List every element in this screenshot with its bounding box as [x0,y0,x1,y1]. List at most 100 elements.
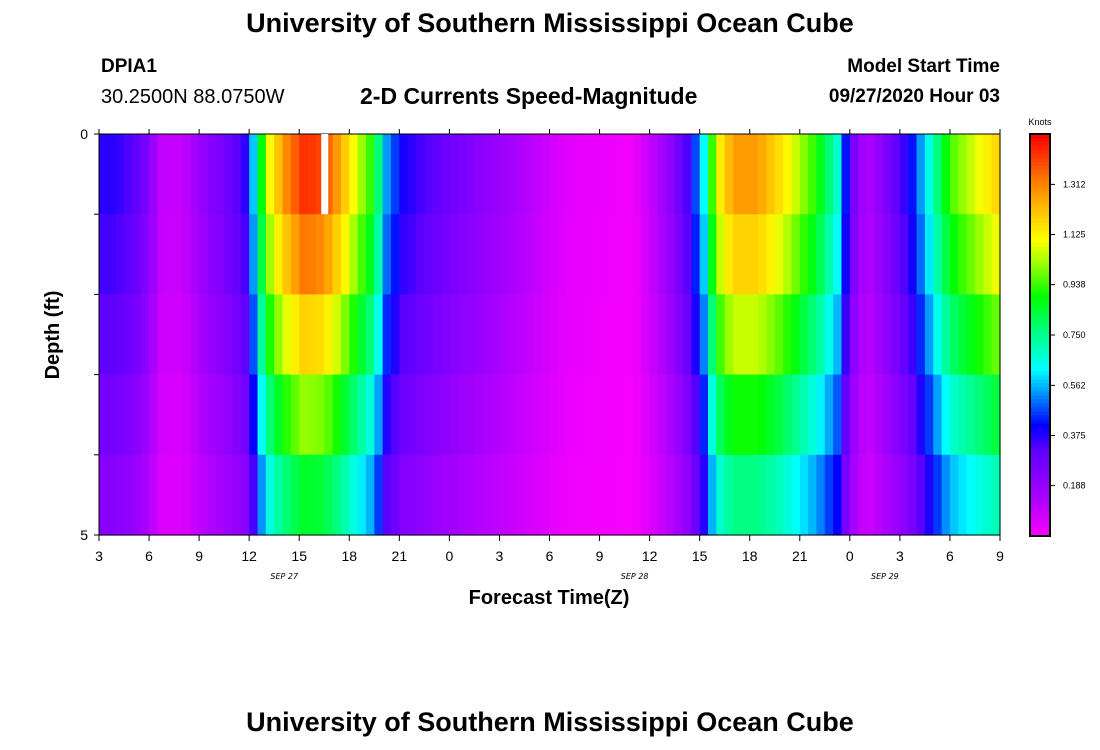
heatmap-cell [491,294,501,376]
colorbar-band [1030,507,1050,513]
heatmap-cell [607,214,617,295]
heatmap-cell [599,374,609,456]
heatmap-cell [716,134,726,215]
heatmap-cell [766,454,776,536]
heatmap-cell [457,214,467,295]
heatmap-cell [749,454,759,536]
heatmap-cell [866,294,876,376]
x-tick-label: 12 [642,548,658,564]
heatmap-cell [340,214,350,295]
heatmap-cell [808,134,818,215]
heatmap-cell [941,134,951,215]
heatmap-cell [566,134,576,215]
heatmap-cell [924,214,934,295]
heatmap-cell [849,374,859,456]
heatmap-cell [315,374,325,456]
heatmap-cell [808,374,818,456]
heatmap-cell [399,294,409,376]
heatmap-cell [682,374,692,456]
heatmap-cell [766,214,776,295]
heatmap-cell [499,214,509,295]
heatmap-cell [991,134,1001,215]
heatmap-cell [224,454,234,536]
heatmap-cell [224,374,234,456]
heatmap-cell [149,214,158,295]
heatmap-cell [499,294,509,376]
heatmap-cell [340,454,350,536]
heatmap-cell [240,134,250,215]
y-tick-label: 5 [80,527,88,543]
heatmap-cell [691,214,701,295]
heatmap-cell [374,454,384,536]
colorbar-band [1030,270,1050,276]
heatmap-cell [724,374,734,456]
heatmap-cell [924,454,934,536]
heatmap-cell [708,374,717,456]
heatmap-cell [874,214,884,295]
heatmap-cell [349,294,359,376]
heatmap-cell [332,454,342,536]
heatmap-cell [824,214,834,295]
heatmap-cell [816,214,826,295]
heatmap-cell [265,454,275,536]
heatmap-cell [741,294,751,376]
heatmap-cell [557,454,567,536]
heatmap-cell [557,374,567,456]
heatmap-cell [991,454,1001,536]
heatmap-cell [232,454,242,536]
colorbar-tick-label: 1.312 [1063,179,1086,189]
colorbar-band [1030,154,1050,159]
colorbar-band [1030,274,1050,280]
heatmap-cell [808,214,818,295]
heatmap-cell [716,214,726,295]
heatmap-cell [716,294,726,376]
heatmap-cell [582,454,592,536]
heatmap-cell [983,374,993,456]
heatmap-cell [132,294,142,376]
heatmap-cell [299,134,309,215]
heatmap-cell [240,214,250,295]
heatmap-cell [607,134,617,215]
colorbar-band [1030,451,1050,457]
heatmap-cell [407,454,417,536]
colorbar-band [1030,178,1050,183]
heatmap-cell [874,134,884,215]
heatmap-cell [933,214,943,295]
x-tick-label: 6 [546,548,554,564]
heatmap-cell [265,294,275,376]
heatmap-cell [899,454,909,536]
heatmap-cell [182,134,192,215]
heatmap-cell [157,134,167,215]
heatmap-cell [833,294,843,376]
heatmap-cell [124,134,133,215]
heatmap-cell [132,374,142,456]
heatmap-cell [532,454,542,536]
heatmap-cell [866,454,876,536]
heatmap-cell [716,454,726,536]
colorbar-band [1030,158,1050,163]
heatmap-cell [365,214,375,295]
heatmap-cell [574,294,584,376]
heatmap-cell [733,294,742,376]
heatmap-cell [541,294,551,376]
x-tick-label: 0 [445,548,453,564]
model-start-label: Model Start Time [847,56,1000,77]
heatmap-cell [749,374,759,456]
heatmap-cell [891,454,901,536]
heatmap-cell [265,134,275,215]
heatmap-cell [324,214,334,295]
colorbar-band [1030,250,1050,256]
heatmap-cell [874,454,884,536]
heatmap-cell [582,134,592,215]
heatmap-cell [666,374,676,456]
colorbar-band [1030,330,1050,336]
heatmap-cell [299,454,309,536]
heatmap-cell [332,374,342,456]
heatmap-cell [516,454,526,536]
heatmap-cell [174,454,184,536]
heatmap-cell [466,374,476,456]
heatmap-cell [474,374,484,456]
heatmap-cell [449,134,459,215]
heatmap-cell [874,374,884,456]
heatmap-cell [416,454,425,536]
